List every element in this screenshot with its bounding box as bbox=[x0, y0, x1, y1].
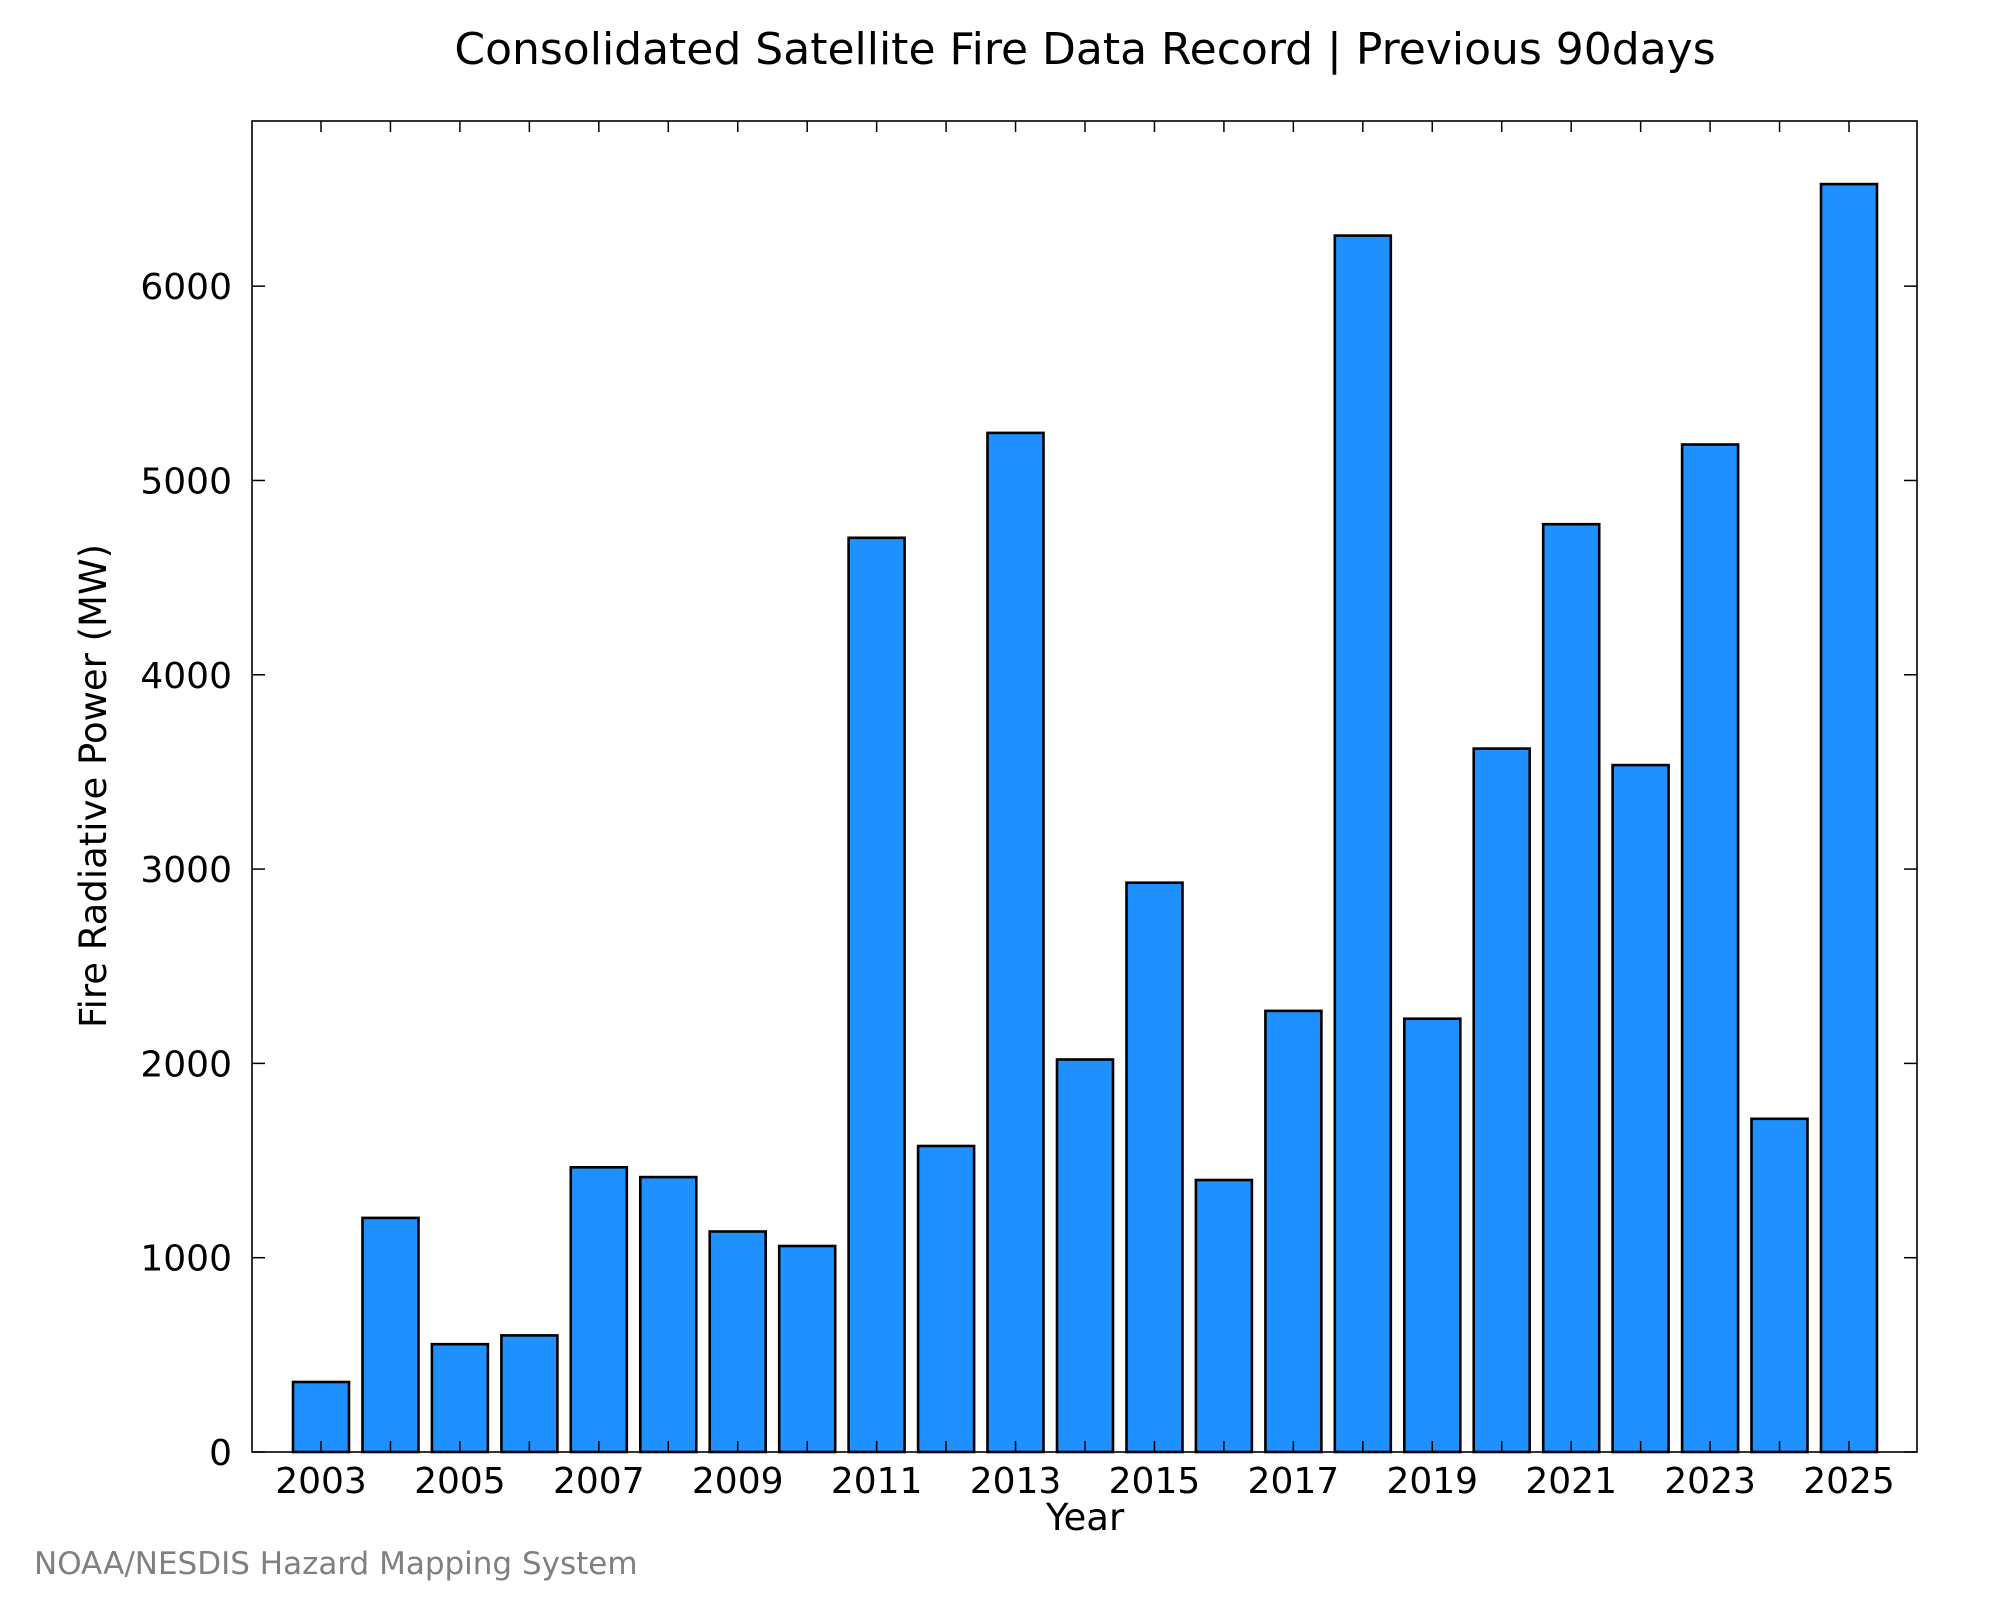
x-tick-label-2003: 2003 bbox=[275, 1461, 367, 1502]
bar-2013 bbox=[986, 431, 1045, 1454]
y-axis-label: Fire Radiative Power (MW) bbox=[72, 544, 115, 1028]
x-tick-label-2013: 2013 bbox=[970, 1461, 1062, 1502]
bar-2020 bbox=[1472, 747, 1531, 1454]
chart-title: Consolidated Satellite Fire Data Record … bbox=[454, 24, 1715, 75]
y-tick-label-6000: 6000 bbox=[140, 267, 232, 308]
bar-2010 bbox=[777, 1244, 837, 1454]
y-tick-label-5000: 5000 bbox=[140, 461, 232, 502]
credit-text: NOAA/NESDIS Hazard Mapping System bbox=[34, 1546, 638, 1582]
x-tick-label-2025: 2025 bbox=[1803, 1461, 1895, 1502]
bar-2004 bbox=[361, 1216, 420, 1454]
bar-2011 bbox=[847, 536, 906, 1454]
x-tick-label-2015: 2015 bbox=[1109, 1461, 1201, 1502]
bar-2006 bbox=[500, 1334, 559, 1454]
bar-2019 bbox=[1403, 1017, 1462, 1454]
y-tick-label-2000: 2000 bbox=[140, 1044, 232, 1085]
x-tick-label-2017: 2017 bbox=[1248, 1461, 1340, 1502]
bar-2015 bbox=[1125, 881, 1184, 1454]
x-axis-label: Year bbox=[1045, 1496, 1125, 1539]
x-tick-label-2011: 2011 bbox=[831, 1461, 923, 1502]
x-tick-label-2019: 2019 bbox=[1386, 1461, 1478, 1502]
y-tick-label-1000: 1000 bbox=[140, 1239, 232, 1280]
bar-2018 bbox=[1333, 234, 1393, 1454]
bar-2016 bbox=[1194, 1178, 1254, 1454]
bar-2024 bbox=[1750, 1117, 1809, 1454]
bar-2008 bbox=[638, 1175, 698, 1454]
y-tick-label-3000: 3000 bbox=[140, 850, 232, 891]
y-tick-label-4000: 4000 bbox=[140, 656, 232, 697]
bar-2023 bbox=[1680, 443, 1740, 1454]
x-tick-label-2021: 2021 bbox=[1525, 1461, 1617, 1502]
bars-layer bbox=[291, 182, 1879, 1454]
bar-2005 bbox=[430, 1342, 490, 1454]
bar-2007 bbox=[569, 1166, 629, 1454]
x-tick-label-2023: 2023 bbox=[1664, 1461, 1756, 1502]
bar-2014 bbox=[1055, 1058, 1115, 1454]
bar-2021 bbox=[1541, 522, 1601, 1454]
x-tick-label-2009: 2009 bbox=[692, 1461, 784, 1502]
bar-2009 bbox=[708, 1230, 768, 1454]
x-tick-label-2005: 2005 bbox=[414, 1461, 506, 1502]
bar-2025 bbox=[1819, 182, 1879, 1454]
bar-2012 bbox=[916, 1144, 976, 1454]
ticks-layer: 2003 2005 2007 2009 2011 2013 2015 2017 2019 2021… bbox=[140, 121, 1917, 1502]
bar-2022 bbox=[1611, 763, 1670, 1454]
x-tick-label-2007: 2007 bbox=[553, 1461, 645, 1502]
y-tick-label-0: 0 bbox=[209, 1433, 232, 1474]
bar-2017 bbox=[1264, 1009, 1323, 1454]
